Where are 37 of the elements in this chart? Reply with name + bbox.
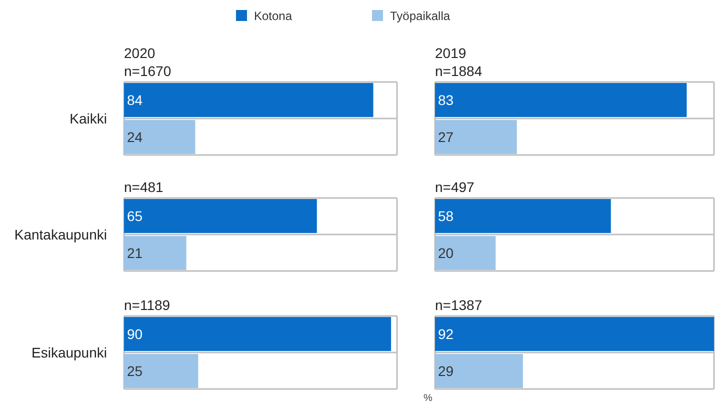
y-tick-label: Kaikki [70,110,107,126]
y-tick-label: Esikaupunki [32,344,107,360]
bar [435,354,523,388]
chart-title: 2019 [435,45,466,61]
data-label: 92 [438,326,454,342]
annotation: n=1670 [124,63,172,79]
legend-label: Kotona [254,9,292,23]
annotation: n=497 [435,179,475,195]
data-label: 65 [127,208,143,224]
x-axis-title: % [424,393,433,403]
data-label: 58 [438,208,454,224]
data-label: 20 [438,245,454,261]
chart-title: 2020 [124,45,156,61]
bar [124,236,186,270]
bar [124,83,374,117]
annotation: n=481 [124,179,164,195]
data-label: 29 [438,363,454,379]
legend-label: Työpaikalla [390,9,450,23]
annotation: n=1189 [124,297,170,313]
bar [124,199,317,233]
data-label: 21 [127,245,143,261]
annotation: n=1387 [435,297,482,313]
annotation: n=1884 [435,63,482,79]
y-tick-label: Kantakaupunki [14,226,107,242]
bar [435,236,496,270]
data-label: 90 [127,326,143,342]
bar [435,199,611,233]
data-label: 27 [438,129,454,145]
data-label: 25 [127,363,143,379]
bar [435,120,517,154]
bar [124,120,196,154]
data-label: 83 [438,92,454,108]
bar [124,317,392,351]
data-label: 24 [127,129,143,145]
data-label: 84 [127,92,143,108]
bar [124,354,198,388]
bar [435,83,687,117]
